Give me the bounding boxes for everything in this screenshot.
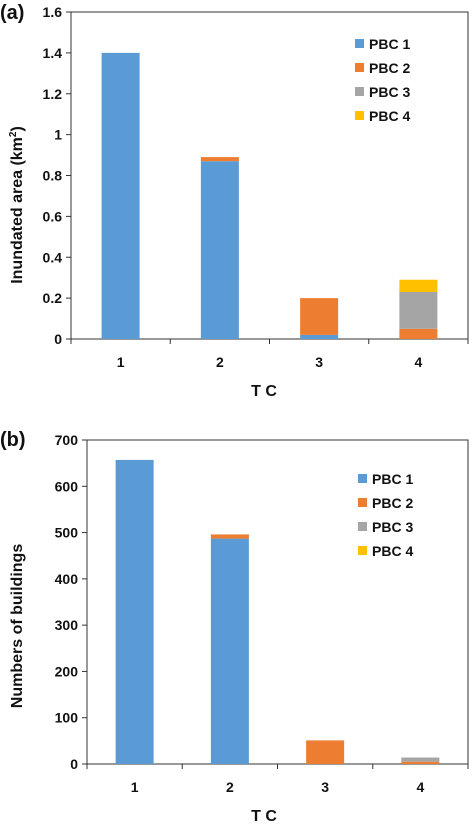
y-axis-title-b: Numbers of buildings	[9, 544, 26, 709]
y-tick-label-b: 600	[55, 478, 79, 494]
y-tick-label-b: 0	[70, 756, 78, 772]
legend-swatch-a	[355, 63, 364, 72]
bar-b-pbc3-tc4	[401, 757, 440, 762]
y-tick-label-a: 1.4	[43, 45, 63, 61]
y-tick-label-b: 100	[55, 710, 79, 726]
x-tick-label-b: 1	[131, 779, 139, 795]
legend-label-a: PBC 1	[369, 36, 410, 52]
chart-panel-b: (b) Numbers of buildings T C 0 100 200 300 4…	[0, 429, 469, 825]
legend-swatch-a	[355, 39, 364, 48]
y-tick-label-b: 400	[55, 571, 79, 587]
legend-label-a: PBC 3	[369, 84, 410, 100]
legend-label-a: PBC 4	[369, 108, 410, 124]
legend-swatch-b	[358, 498, 367, 507]
y-axis-title-a-main: Inundated area (km	[9, 137, 26, 284]
plot-area-a: 0 0.2 0.4 0.6 0.8 1 1.2 1.4 1.6 1 2 3 4	[43, 4, 469, 370]
y-tick-label-b: 300	[55, 617, 79, 633]
bar-b-pbc2-tc2	[210, 534, 249, 539]
y-tick-label-b: 200	[55, 663, 79, 679]
y-axis-title-a: Inundated area (km2)	[8, 126, 26, 284]
y-tick-label-a: 0	[54, 331, 62, 347]
x-axis-title-a: T C	[251, 383, 277, 400]
legend-label-b: PBC 3	[372, 519, 413, 535]
plot-area-b: 0 100 200 300 400 500 600 700 1 2 3 4	[55, 432, 469, 795]
bar-a-pbc2-tc2	[200, 157, 239, 162]
legend-label-a: PBC 2	[369, 60, 410, 76]
y-tick-label-b: 700	[55, 432, 79, 448]
panel-label-b: (b)	[0, 429, 26, 451]
legend-label-b: PBC 2	[372, 495, 413, 511]
bar-b-pbc2-tc4	[401, 761, 440, 764]
legend-label-b: PBC 4	[372, 543, 413, 559]
x-axis-title-b: T C	[251, 808, 277, 825]
y-tick-label-a: 0.8	[43, 168, 63, 184]
bar-a-pbc2-tc4	[399, 328, 438, 339]
bar-a-pbc4-tc4	[399, 279, 438, 292]
x-tick-label-a: 1	[117, 354, 125, 370]
bar-a-pbc1-tc3	[300, 334, 339, 339]
x-tick-label-a: 3	[315, 354, 323, 370]
bar-b-pbc2-tc3	[306, 740, 345, 764]
legend-swatch-a	[355, 111, 364, 120]
chart-panel-a: (a) Inundated area (km2) T C 00.20.40.60…	[0, 2, 469, 400]
legend-a: PBC 1 PBC 2 PBC 3 PBC 4	[355, 36, 410, 124]
legend-swatch-a	[355, 87, 364, 96]
bar-a-pbc3-tc4	[399, 291, 438, 329]
y-tick-label-a: 1.2	[43, 86, 63, 102]
svg-text:Inundated area (km2): Inundated area (km2)	[8, 126, 26, 284]
panel-label-a: (a)	[0, 2, 24, 24]
x-tick-label-b: 3	[321, 779, 329, 795]
y-tick-label-a: 0.4	[43, 249, 63, 265]
bar-a-pbc2-tc3	[300, 298, 339, 335]
legend-swatch-b	[358, 522, 367, 531]
legend-swatch-b	[358, 546, 367, 555]
bar-b-pbc1-tc2	[210, 538, 249, 764]
legend-label-b: PBC 1	[372, 471, 413, 487]
bar-b-pbc1-tc1	[115, 459, 154, 764]
y-tick-label-b: 500	[55, 525, 79, 541]
legend-b: PBC 1 PBC 2 PBC 3 PBC 4	[358, 471, 413, 559]
bar-a-pbc1-tc1	[101, 52, 140, 339]
legend-swatch-b	[358, 474, 367, 483]
y-tick-label-a: 0.6	[43, 208, 63, 224]
y-axis-title-a-close: )	[9, 126, 26, 131]
y-tick-label-a: 1.6	[43, 4, 63, 20]
y-tick-label-a: 1	[54, 127, 62, 143]
x-tick-label-a: 2	[216, 354, 224, 370]
bar-a-pbc1-tc2	[200, 161, 239, 339]
x-tick-label-b: 4	[416, 779, 424, 795]
x-tick-label-a: 4	[414, 354, 422, 370]
y-axis-title-a-sup: 2	[8, 131, 19, 137]
y-tick-label-a: 0.2	[43, 290, 63, 306]
x-tick-label-b: 2	[226, 779, 234, 795]
